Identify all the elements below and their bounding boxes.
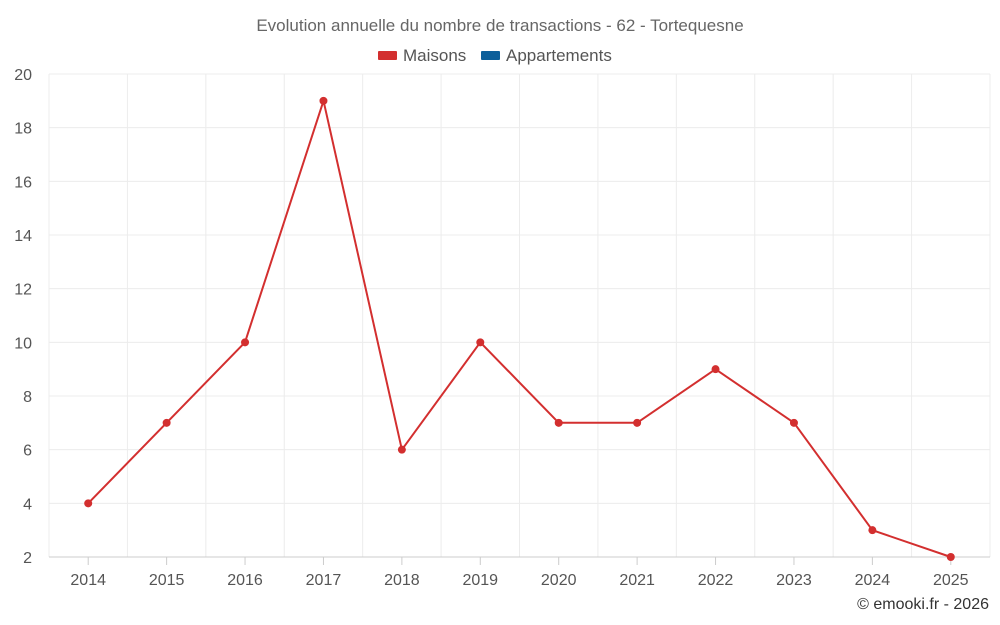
x-tick-label: 2021 [619, 572, 655, 589]
data-point[interactable] [868, 526, 877, 535]
x-tick-label: 2017 [306, 572, 342, 589]
data-point[interactable] [476, 338, 485, 347]
data-point[interactable] [162, 418, 171, 427]
chart-title: Evolution annuelle du nombre de transact… [256, 16, 743, 35]
data-point[interactable] [946, 553, 955, 561]
x-tick-label: 2022 [698, 572, 734, 589]
legend-label-maisons: Maisons [403, 46, 466, 65]
x-tick-label: 2020 [541, 572, 577, 589]
x-tick-label: 2023 [776, 572, 812, 589]
x-tick-label: 2019 [462, 572, 498, 589]
data-point[interactable] [711, 365, 720, 374]
y-tick-label: 10 [14, 335, 32, 352]
x-tick-label: 2016 [227, 572, 263, 589]
x-tick-label: 2024 [855, 572, 891, 589]
y-tick-label: 4 [23, 496, 32, 513]
y-tick-label: 8 [23, 389, 32, 406]
y-tick-label: 18 [14, 121, 32, 138]
series-maisons [84, 96, 955, 561]
data-point[interactable] [241, 338, 250, 347]
y-tick-label: 12 [14, 282, 32, 299]
data-point[interactable] [633, 418, 642, 427]
legend-item-maisons[interactable]: Maisons [378, 46, 466, 65]
data-point[interactable] [789, 418, 798, 427]
series-line-maisons [87, 99, 952, 558]
data-point[interactable] [319, 96, 328, 105]
x-tick-label: 2014 [70, 572, 106, 589]
credit-text: © emooki.fr - 2026 [857, 596, 989, 613]
x-axis: 2014 2015 2016 2017 2018 2019 2020 2021 2022 2023… [49, 556, 990, 589]
legend-swatch-appartements [481, 51, 500, 60]
data-point[interactable] [84, 499, 93, 508]
y-tick-label: 16 [14, 174, 32, 191]
data-point[interactable] [554, 418, 563, 427]
legend: Maisons Appartements [378, 46, 612, 65]
x-tick-label: 2015 [149, 572, 185, 589]
data-point[interactable] [397, 445, 406, 454]
x-tick-label: 2018 [384, 572, 420, 589]
y-tick-label: 14 [14, 228, 32, 245]
grid [48, 73, 991, 557]
y-tick-label: 6 [23, 443, 32, 460]
y-tick-label: 20 [14, 67, 32, 84]
legend-swatch-maisons [378, 51, 397, 60]
legend-label-appartements: Appartements [506, 46, 612, 65]
legend-item-appartements[interactable]: Appartements [481, 46, 612, 65]
x-tick-label: 2025 [933, 572, 969, 589]
y-axis: 2 4 6 8 10 12 14 16 18 20 [14, 67, 32, 567]
y-tick-label: 2 [23, 550, 32, 567]
